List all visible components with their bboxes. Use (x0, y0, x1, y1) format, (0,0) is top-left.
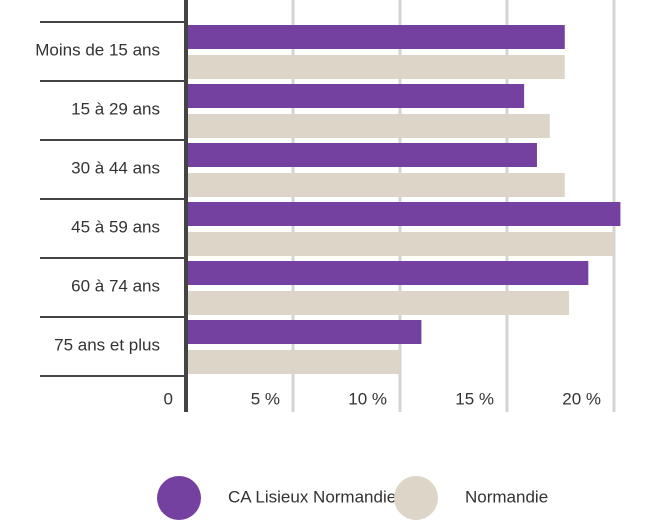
x-tick-label: 20 % (562, 389, 601, 408)
x-tick-label: 15 % (455, 389, 494, 408)
bar (186, 114, 550, 138)
bar (186, 261, 589, 285)
legend-label: CA Lisieux Normandie (228, 487, 396, 506)
bar (186, 202, 621, 226)
bar (186, 232, 614, 256)
bar (186, 173, 565, 197)
bar (186, 25, 565, 49)
legend-swatch (394, 476, 438, 520)
y-tick-label: 15 à 29 ans (71, 99, 160, 118)
x-tick-label: 0 (164, 389, 173, 408)
y-tick-label: 30 à 44 ans (71, 158, 160, 177)
bar (186, 320, 422, 344)
legend-label: Normandie (465, 487, 548, 506)
bar (186, 143, 537, 167)
bar (186, 84, 525, 108)
y-tick-label: 75 ans et plus (54, 335, 160, 354)
y-tick-label: 45 à 59 ans (71, 217, 160, 236)
y-tick-label: Moins de 15 ans (35, 40, 160, 59)
x-tick-label: 5 % (251, 389, 280, 408)
bar (186, 291, 570, 315)
bar (186, 350, 400, 374)
bar (186, 55, 565, 79)
legend-swatch (157, 476, 201, 520)
y-tick-label: 60 à 74 ans (71, 276, 160, 295)
x-tick-label: 10 % (348, 389, 387, 408)
